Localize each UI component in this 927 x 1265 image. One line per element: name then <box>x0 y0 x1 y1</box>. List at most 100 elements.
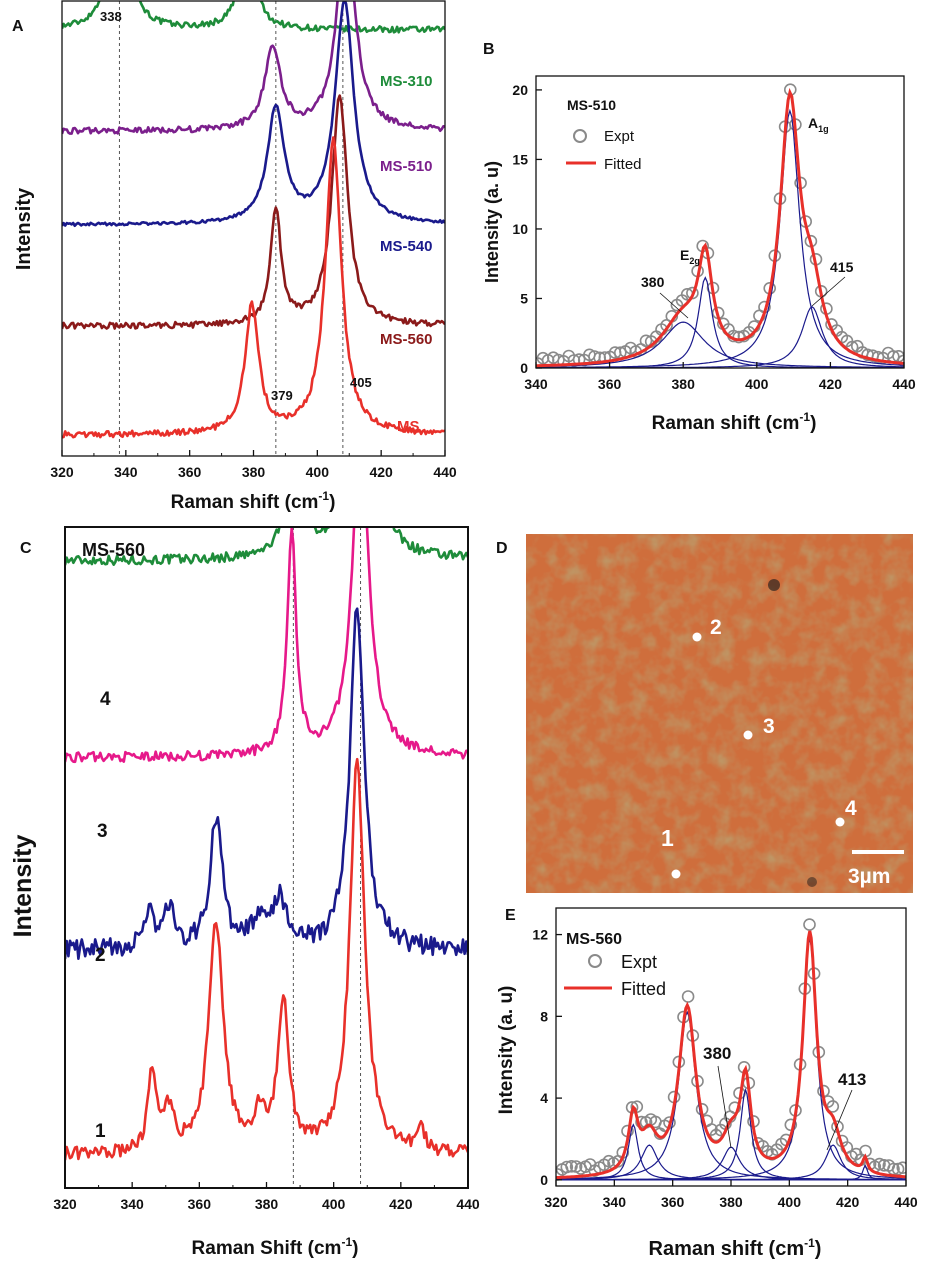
leader-380 <box>717 1065 732 1149</box>
y-tick-label: 10 <box>512 221 528 237</box>
plot-frame <box>535 75 905 369</box>
expt-point <box>891 1162 905 1176</box>
legend-expt: Expt <box>604 128 635 145</box>
x-tick-label: 400 <box>306 464 330 480</box>
plot-title: MS-560 <box>82 540 145 560</box>
x-tick-label: 440 <box>894 1194 918 1210</box>
legend-expt-marker <box>573 129 587 143</box>
x-tick-label: 400 <box>778 1194 802 1210</box>
x-tick-label: 380 <box>672 376 696 392</box>
x-tick-label: 320 <box>544 1194 568 1210</box>
expt-point <box>639 334 653 348</box>
peak-label-338: 338 <box>100 9 122 24</box>
micrograph-texture <box>526 534 913 893</box>
y-axis-label: Intensity (a. u) <box>482 161 502 283</box>
series-label-ms-510: MS-510 <box>380 158 433 175</box>
x-tick-label: 400 <box>322 1196 346 1212</box>
series-label-ms-540: MS-540 <box>380 238 433 255</box>
panel-label-c: C <box>20 540 32 557</box>
panel-label-a: A <box>12 18 24 35</box>
dark-defect <box>807 877 817 887</box>
component-peak-426 <box>556 1164 906 1181</box>
series-ms-310-line <box>62 1 445 34</box>
x-tick-label: 380 <box>255 1196 279 1212</box>
legend-fitted: Fitted <box>621 979 666 999</box>
spot-marker-3 <box>743 730 753 740</box>
y-tick-label: 0 <box>540 1172 548 1188</box>
panel-label-d: D <box>496 540 508 557</box>
x-tick-label: 360 <box>188 1196 212 1212</box>
component-peak-365 <box>556 1010 906 1181</box>
panel-c-spot-spectra: C 320 340 360 380 400 420 440 MS-560 4 3 2 1 I… <box>9 526 480 1259</box>
x-tick-label: 420 <box>389 1196 413 1212</box>
dark-defect <box>768 579 780 591</box>
series-label-ms-560: MS-560 <box>380 331 433 348</box>
plot-frame <box>64 526 469 1189</box>
fit-plot-area <box>536 83 904 368</box>
spectra-curves <box>62 1 445 439</box>
plot-title: MS-560 <box>566 931 622 948</box>
series-3-line <box>65 527 468 764</box>
scale-bar-label: 3µm <box>848 865 890 888</box>
panel-a-raman-spectra: A 320 340 360 380 400 420 440 338 379 405 MS-3… <box>12 0 457 513</box>
x-tick-label: 360 <box>178 464 202 480</box>
x-tick-label: 440 <box>456 1196 480 1212</box>
mode-label-a1g: A1g <box>808 115 829 134</box>
mode-label-e2g: E2g <box>680 247 700 266</box>
component-peak-415 <box>536 306 904 368</box>
x-tick-label: 340 <box>603 1194 627 1210</box>
peak-label-379: 379 <box>271 388 293 403</box>
spectra-curves <box>65 527 468 1161</box>
series-1-line <box>65 757 468 1161</box>
panel-label-b: B <box>483 41 495 58</box>
peak-label-405: 405 <box>350 375 372 390</box>
axis-ticks: 320 340 360 380 400 420 440 0 4 8 12 <box>532 927 917 1210</box>
component-label-380: 380 <box>641 274 665 290</box>
expt-point <box>896 1161 906 1174</box>
y-axis-label: Intensity <box>9 835 37 938</box>
x-tick-label: 400 <box>745 376 769 392</box>
series-ms-510-line <box>62 1 445 135</box>
x-tick-label: 320 <box>53 1196 77 1212</box>
x-axis-label: Raman Shift (cm-1) <box>192 1235 359 1259</box>
x-tick-label: 420 <box>836 1194 860 1210</box>
panel-e-fitted-spectrum: E 320 340 360 380 400 420 440 0 4 8 12 MS-560 Expt… <box>496 907 918 1260</box>
spot-number-3: 3 <box>763 715 775 738</box>
component-peak-380 <box>536 321 904 368</box>
x-tick-label: 340 <box>524 376 548 392</box>
fitted-curve <box>556 930 906 1180</box>
spot-number-4: 4 <box>845 797 857 820</box>
x-tick-label: 380 <box>242 464 266 480</box>
y-tick-label: 20 <box>512 82 528 98</box>
x-tick-label: 420 <box>369 464 393 480</box>
y-tick-label: 8 <box>540 1008 548 1024</box>
fit-components <box>536 108 904 368</box>
reference-lines <box>292 527 362 1188</box>
spot-number-2: 2 <box>710 616 722 639</box>
x-tick-label: 380 <box>719 1194 743 1210</box>
legend-expt-marker <box>588 954 602 968</box>
series-label-ms: MS <box>397 418 420 435</box>
x-axis-ticks: 320 340 360 380 400 420 440 <box>50 450 457 480</box>
x-tick-label: 320 <box>50 464 74 480</box>
axis-ticks: 340 360 380 400 420 440 0 5 10 15 20 <box>512 82 915 392</box>
series-label-ms-310: MS-310 <box>380 73 433 90</box>
spot-label-1: 1 <box>95 1121 106 1142</box>
expt-point <box>560 1160 574 1174</box>
leader-415 <box>811 276 846 307</box>
expt-point <box>681 990 695 1003</box>
expt-point <box>803 918 816 931</box>
x-tick-label: 420 <box>819 376 843 392</box>
spot-label-3: 3 <box>97 821 108 842</box>
spot-marker-2 <box>692 632 702 642</box>
panel-b-fitted-spectrum: B 340 360 380 400 420 440 0 5 10 15 20 MS-510 Expt… <box>482 41 916 434</box>
series-2-line <box>65 607 468 960</box>
x-tick-label: 360 <box>661 1194 685 1210</box>
fitted-curve <box>536 87 904 368</box>
component-label-380: 380 <box>703 1044 731 1063</box>
x-tick-label: 340 <box>120 1196 144 1212</box>
series-ms-540-line <box>62 1 445 228</box>
x-tick-label: 440 <box>892 376 916 392</box>
y-tick-label: 4 <box>540 1090 548 1106</box>
